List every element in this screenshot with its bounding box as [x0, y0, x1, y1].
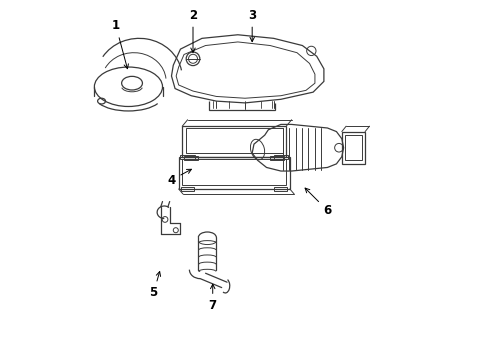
Text: 6: 6 [305, 188, 332, 217]
Bar [181, 187, 194, 191]
Bar [184, 156, 198, 160]
Bar [274, 187, 287, 191]
Bar [270, 156, 285, 160]
Bar [345, 135, 362, 160]
Text: 7: 7 [209, 284, 217, 312]
Bar [186, 128, 283, 153]
Text: 1: 1 [112, 19, 128, 69]
Bar [180, 155, 195, 159]
Bar [342, 132, 365, 164]
Text: 3: 3 [248, 9, 256, 42]
Bar [179, 157, 290, 189]
Bar [182, 159, 286, 185]
Bar [182, 126, 286, 157]
Text: 4: 4 [168, 169, 192, 186]
Text: 5: 5 [149, 271, 161, 300]
Text: 2: 2 [189, 9, 197, 53]
Bar [274, 155, 288, 159]
